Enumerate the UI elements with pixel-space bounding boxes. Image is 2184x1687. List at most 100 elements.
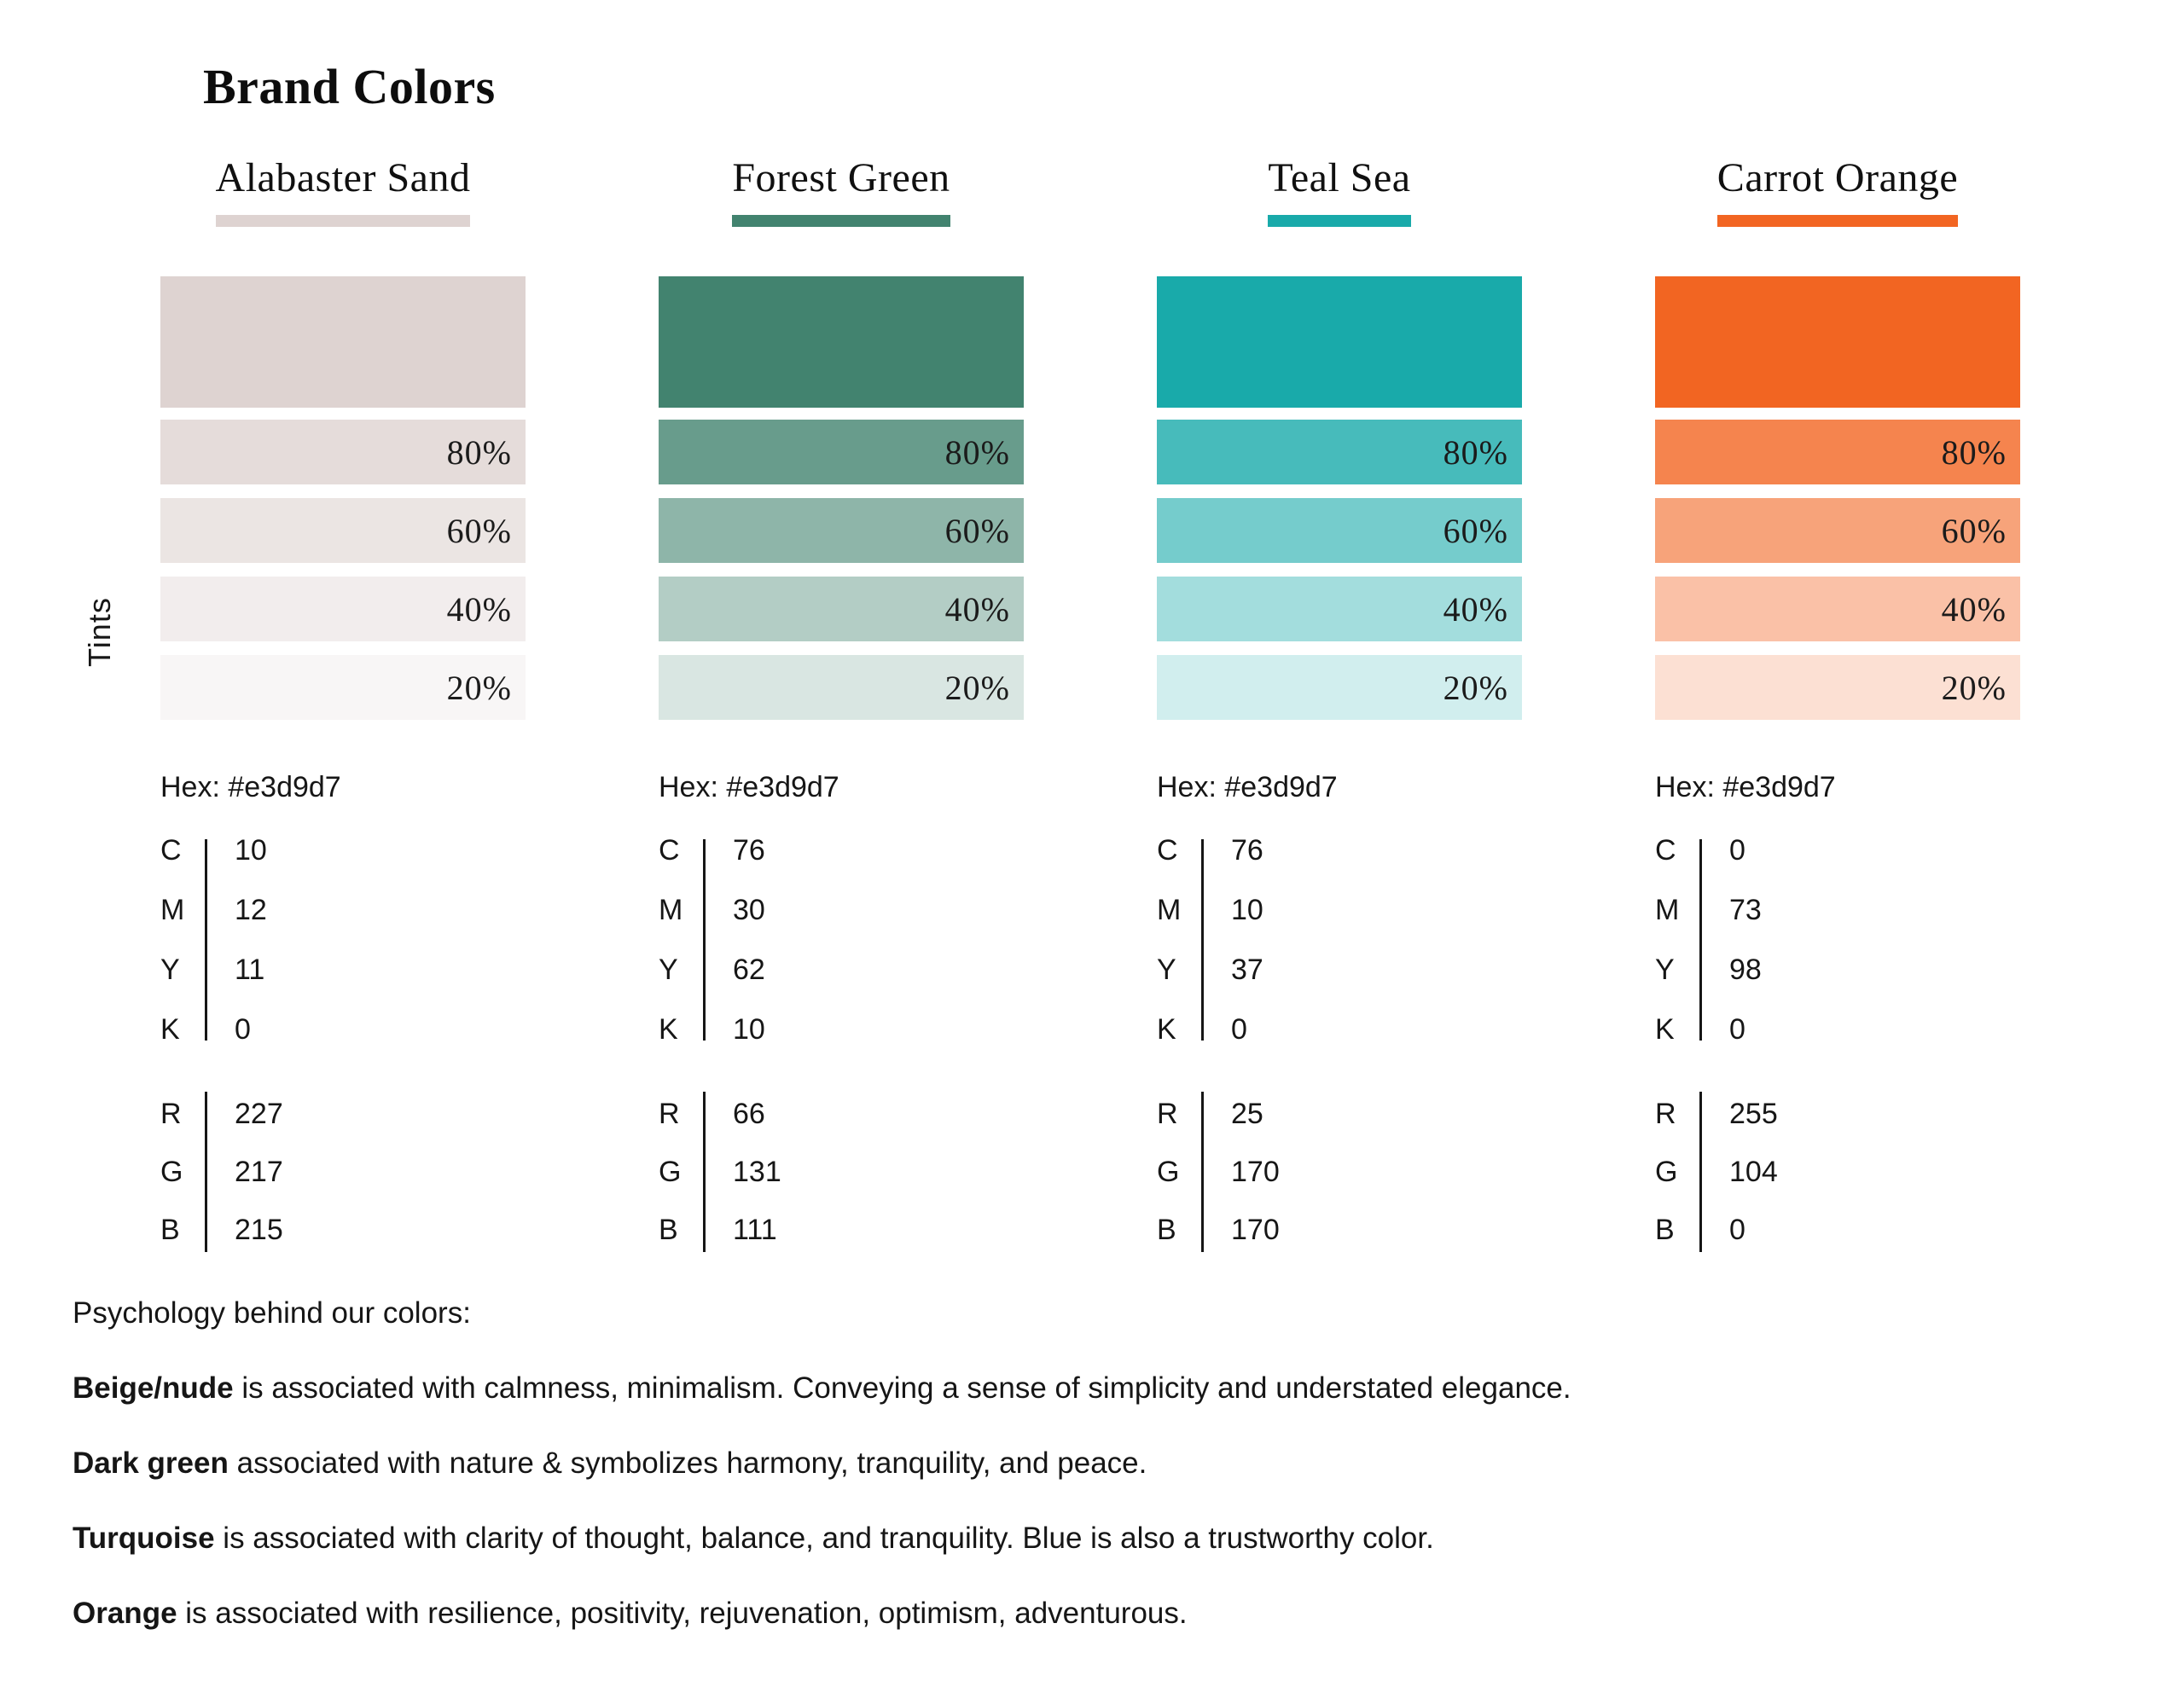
rgb-value: 104	[1729, 1156, 1778, 1188]
color-name: Carrot Orange	[1716, 155, 1959, 200]
tint-percent-label: 40%	[446, 589, 512, 629]
rgb-divider-line	[703, 1092, 706, 1252]
color-name-underline	[1268, 215, 1411, 227]
cmyk-letter: M	[659, 894, 683, 926]
tint-percent-label: 60%	[446, 511, 512, 550]
cmyk-value: 0	[1729, 834, 1745, 867]
hex-value-label: Hex: #e3d9d7	[160, 771, 341, 803]
tint-percent-label: 20%	[944, 668, 1010, 707]
cmyk-letter: C	[160, 834, 182, 867]
tint-percent-label: 60%	[1443, 511, 1508, 550]
tint-percent-label: 40%	[1941, 589, 2007, 629]
tint-rows: 80% 60% 40% 20%	[659, 420, 1024, 720]
psychology-section: Psychology behind our colors: Beige/nude…	[73, 1295, 2060, 1632]
color-header: Alabaster Sand	[160, 154, 526, 227]
psychology-entry: Turquoise is associated with clarity of …	[73, 1520, 2060, 1557]
color-name: Teal Sea	[1268, 155, 1411, 200]
tint-row: 60%	[160, 498, 526, 563]
psychology-entry-lead: Turquoise	[73, 1522, 215, 1555]
rgb-letter: B	[1157, 1214, 1176, 1246]
rgb-letter: B	[160, 1214, 180, 1246]
tint-row: 80%	[1655, 420, 2020, 484]
cmyk-value: 11	[235, 954, 265, 986]
tint-percent-label: 20%	[1443, 668, 1508, 707]
tint-percent-label: 20%	[446, 668, 512, 707]
tint-row: 40%	[1655, 577, 2020, 641]
tint-percent-label: 80%	[446, 432, 512, 472]
tint-row: 40%	[1157, 577, 1522, 641]
rgb-values: 66 131 111	[733, 1085, 781, 1259]
cmyk-letter: Y	[659, 954, 678, 986]
cmyk-value: 0	[1231, 1013, 1247, 1046]
cmyk-letter: M	[160, 894, 185, 926]
cmyk-values: 10 12 11 0	[235, 820, 267, 1059]
tint-row: 20%	[1655, 655, 2020, 720]
hex-value-label: Hex: #e3d9d7	[1655, 771, 1836, 803]
main-color-swatch	[1157, 276, 1522, 408]
psychology-entry-text: is associated with resilience, positivit…	[177, 1597, 1188, 1630]
rgb-letter: R	[160, 1098, 182, 1130]
tint-row: 80%	[659, 420, 1024, 484]
cmyk-divider-line	[1201, 839, 1204, 1041]
rgb-value: 170	[1231, 1156, 1280, 1188]
cmyk-letter: C	[1655, 834, 1676, 867]
cmyk-value: 10	[235, 834, 267, 867]
rgb-letter: G	[160, 1156, 183, 1188]
rgb-divider-line	[1201, 1092, 1204, 1252]
psychology-entry: Beige/nude is associated with calmness, …	[73, 1370, 2060, 1407]
tint-row: 40%	[659, 577, 1024, 641]
tint-percent-label: 80%	[944, 432, 1010, 472]
tint-row: 40%	[160, 577, 526, 641]
rgb-value: 25	[1231, 1098, 1263, 1130]
cmyk-letter: Y	[1157, 954, 1176, 986]
main-color-swatch	[659, 276, 1024, 408]
cmyk-letter: Y	[160, 954, 180, 986]
cmyk-letter: K	[160, 1013, 180, 1046]
rgb-value: 255	[1729, 1098, 1778, 1130]
color-header: Carrot Orange	[1655, 154, 2020, 227]
cmyk-value: 12	[235, 894, 267, 926]
psychology-entry-text: is associated with clarity of thought, b…	[214, 1522, 1434, 1555]
rgb-value: 66	[733, 1098, 765, 1130]
color-header: Forest Green	[659, 154, 1024, 227]
rgb-divider-line	[1699, 1092, 1702, 1252]
rgb-divider-line	[205, 1092, 207, 1252]
color-column: Carrot Orange 80% 60% 40% 20% Hex: #e3d9d7 …	[1655, 154, 2020, 1259]
tint-rows: 80% 60% 40% 20%	[1655, 420, 2020, 720]
tint-rows: 80% 60% 40% 20%	[160, 420, 526, 720]
rgb-value: 217	[235, 1156, 283, 1188]
rgb-values: 227 217 215	[235, 1085, 283, 1259]
cmyk-divider-line	[703, 839, 706, 1041]
tint-percent-label: 80%	[1941, 432, 2007, 472]
rgb-letter: R	[1655, 1098, 1676, 1130]
cmyk-values: 0 73 98 0	[1729, 820, 1762, 1059]
color-name: Forest Green	[732, 155, 950, 200]
rgb-letter: G	[1157, 1156, 1180, 1188]
rgb-value: 215	[235, 1214, 283, 1246]
psychology-entry: Orange is associated with resilience, po…	[73, 1595, 2060, 1632]
color-columns: Alabaster Sand 80% 60% 40% 20% Hex: #e3d9d7…	[160, 154, 2020, 1259]
cmyk-value: 10	[733, 1013, 765, 1046]
tint-percent-label: 60%	[944, 511, 1010, 550]
psychology-entry-lead: Orange	[73, 1597, 177, 1630]
cmyk-value: 76	[733, 834, 765, 867]
main-color-swatch	[1655, 276, 2020, 408]
cmyk-letter: K	[659, 1013, 678, 1046]
tints-axis-label: Tints	[82, 597, 117, 667]
psychology-entry-lead: Beige/nude	[73, 1371, 234, 1405]
rgb-value: 111	[733, 1214, 777, 1246]
rgb-letter: G	[659, 1156, 682, 1188]
tint-row: 20%	[659, 655, 1024, 720]
cmyk-value: 30	[733, 894, 765, 926]
hex-value-label: Hex: #e3d9d7	[659, 771, 839, 803]
tint-row: 20%	[160, 655, 526, 720]
cmyk-value: 37	[1231, 954, 1263, 986]
cmyk-letter: M	[1655, 894, 1680, 926]
